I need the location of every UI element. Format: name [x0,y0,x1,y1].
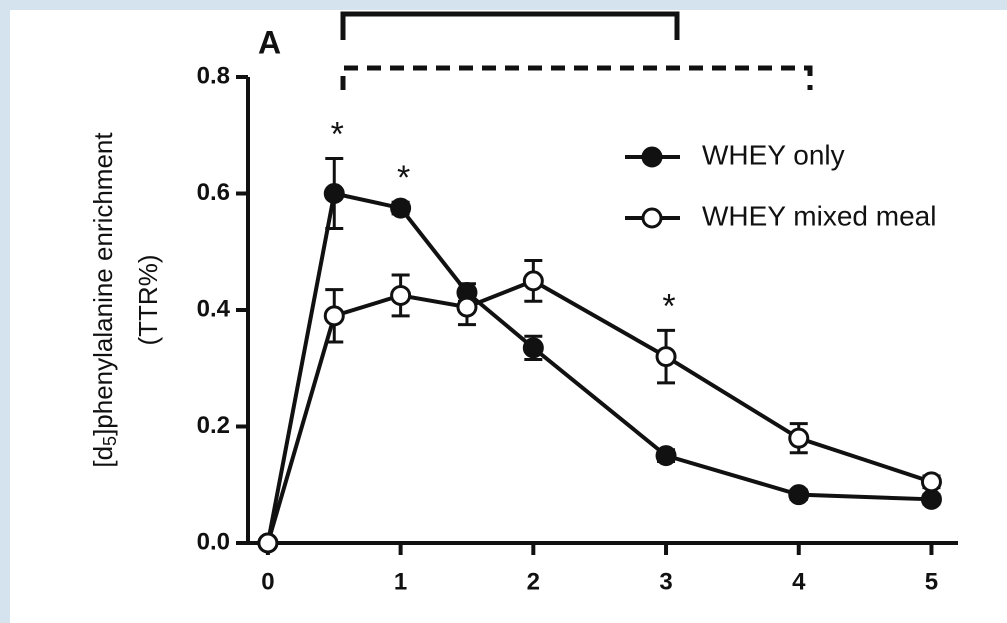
y-label-part: [d [88,446,118,468]
legend-label: WHEY mixed meal [702,200,936,231]
y-tick-label: 0.2 [197,412,230,439]
panel-label: A [258,24,281,60]
x-tick-label: 4 [792,568,806,595]
series-line [265,278,933,544]
data-point [390,284,412,306]
y-tick-label: 0.8 [197,62,230,89]
data-point [390,197,412,219]
y-tick-label: 0.0 [197,528,230,555]
x-tick-label: 0 [261,568,274,595]
legend-marker [641,207,663,229]
significance-star: * [397,159,410,197]
series-line [265,191,932,544]
bracket-solid [340,11,680,40]
y-axis-label: [d5]phenylalanine enrichment [88,132,120,468]
x-tick-label: 5 [925,568,938,595]
y-label-sub: 5 [100,436,120,446]
data-point [522,270,544,292]
y-tick-label: 0.6 [197,179,230,206]
data-point [257,532,279,554]
bracket-dashed [340,65,813,90]
legend-marker [641,146,663,168]
significance-brackets [340,11,813,90]
data-point [788,427,810,449]
data-point [522,337,544,359]
data-point [920,488,942,510]
significance-star: * [331,116,344,154]
data-point [655,346,677,368]
significance-star: * [662,287,675,325]
x-tick-label: 3 [659,568,672,595]
y-label-part: ]phenylalanine enrichment [88,132,118,436]
data-point [920,471,942,493]
plot-background [10,10,1007,623]
y-tick-label: 0.4 [197,295,231,322]
y-axis-unit: (TTR%) [133,255,163,346]
data-point [323,183,345,204]
legend-label: WHEY only [702,139,845,170]
data-point [655,445,677,467]
data-point [323,305,345,327]
x-tick-label: 2 [527,568,540,595]
data-point [456,296,478,318]
x-tick-label: 1 [394,568,407,595]
data-point [788,484,810,506]
